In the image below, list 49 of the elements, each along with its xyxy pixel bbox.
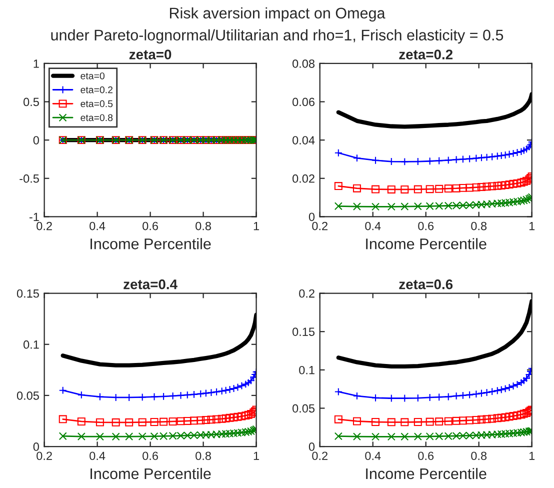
y-tick-label: 0.08 [292,59,314,68]
x-tick-label: 1 [254,452,259,460]
y-tick-label: 0.15 [16,289,39,298]
x-tick-label: 1 [529,452,535,460]
x-tick-label: 0.6 [142,222,158,230]
x-tick-label: 0.6 [418,222,434,230]
y-tick-label: 0.15 [292,328,315,336]
y-tick-label: 0.1 [299,366,314,374]
x-tick-label: 0.8 [196,222,211,230]
y-tick-label: 0.02 [292,174,314,183]
x-axis-title: Income Percentile [90,468,211,480]
y-tick-label: 0.5 [24,98,39,106]
x-tick-label: 0.4 [90,452,106,460]
x-tick-label: 1 [529,222,535,230]
y-tick-label: 0 [308,442,315,451]
y-tick-label: 0.05 [16,391,39,400]
y-tick-label: 0.06 [292,98,314,106]
chart-title: zeta=0.2 [399,50,453,60]
x-axis-title: Income Percentile [366,468,486,480]
x-axis-title: Income Percentile [90,238,211,250]
y-tick-label: 0.04 [292,136,315,144]
legend-label: eta=0.5 [80,100,113,108]
x-tick-label: 0.4 [365,452,381,460]
y-tick-label: 0 [33,442,39,451]
x-tick-label: 1 [254,222,259,230]
text: Risk aversion impact on Omega [170,7,386,22]
y-tick-label: -1 [29,212,39,221]
x-tick-label: 0.4 [90,222,106,230]
x-axis-title: Income Percentile [366,238,486,250]
x-tick-label: 0.8 [471,222,487,230]
chart-title: zeta=0 [129,50,172,60]
chart-title: zeta=0.6 [399,279,453,290]
text: under Pareto-lognormal/Utilitarian and rho=1, Frisch elasticity = 0.5 [51,29,504,44]
y-tick-label: 1 [34,60,39,68]
y-tick-label: 0 [33,136,39,144]
x-tick-label: 0.6 [142,452,158,460]
legend-label: eta=0 [80,72,105,80]
y-tick-label: -0.5 [20,174,39,183]
y-tick-label: 0.2 [299,289,314,298]
x-tick-label: 0.8 [196,452,211,460]
y-tick-label: 0 [308,212,315,222]
x-tick-label: 0.8 [471,452,487,460]
x-tick-label: 0.4 [365,222,381,230]
legend-label: eta=0.2 [80,86,113,94]
legend-label: eta=0.8 [80,114,113,122]
chart-title: zeta=0.4 [124,279,178,290]
y-tick-label: 0.1 [24,340,39,349]
y-tick-label: 0.05 [292,404,315,413]
x-tick-label: 0.6 [418,452,434,460]
